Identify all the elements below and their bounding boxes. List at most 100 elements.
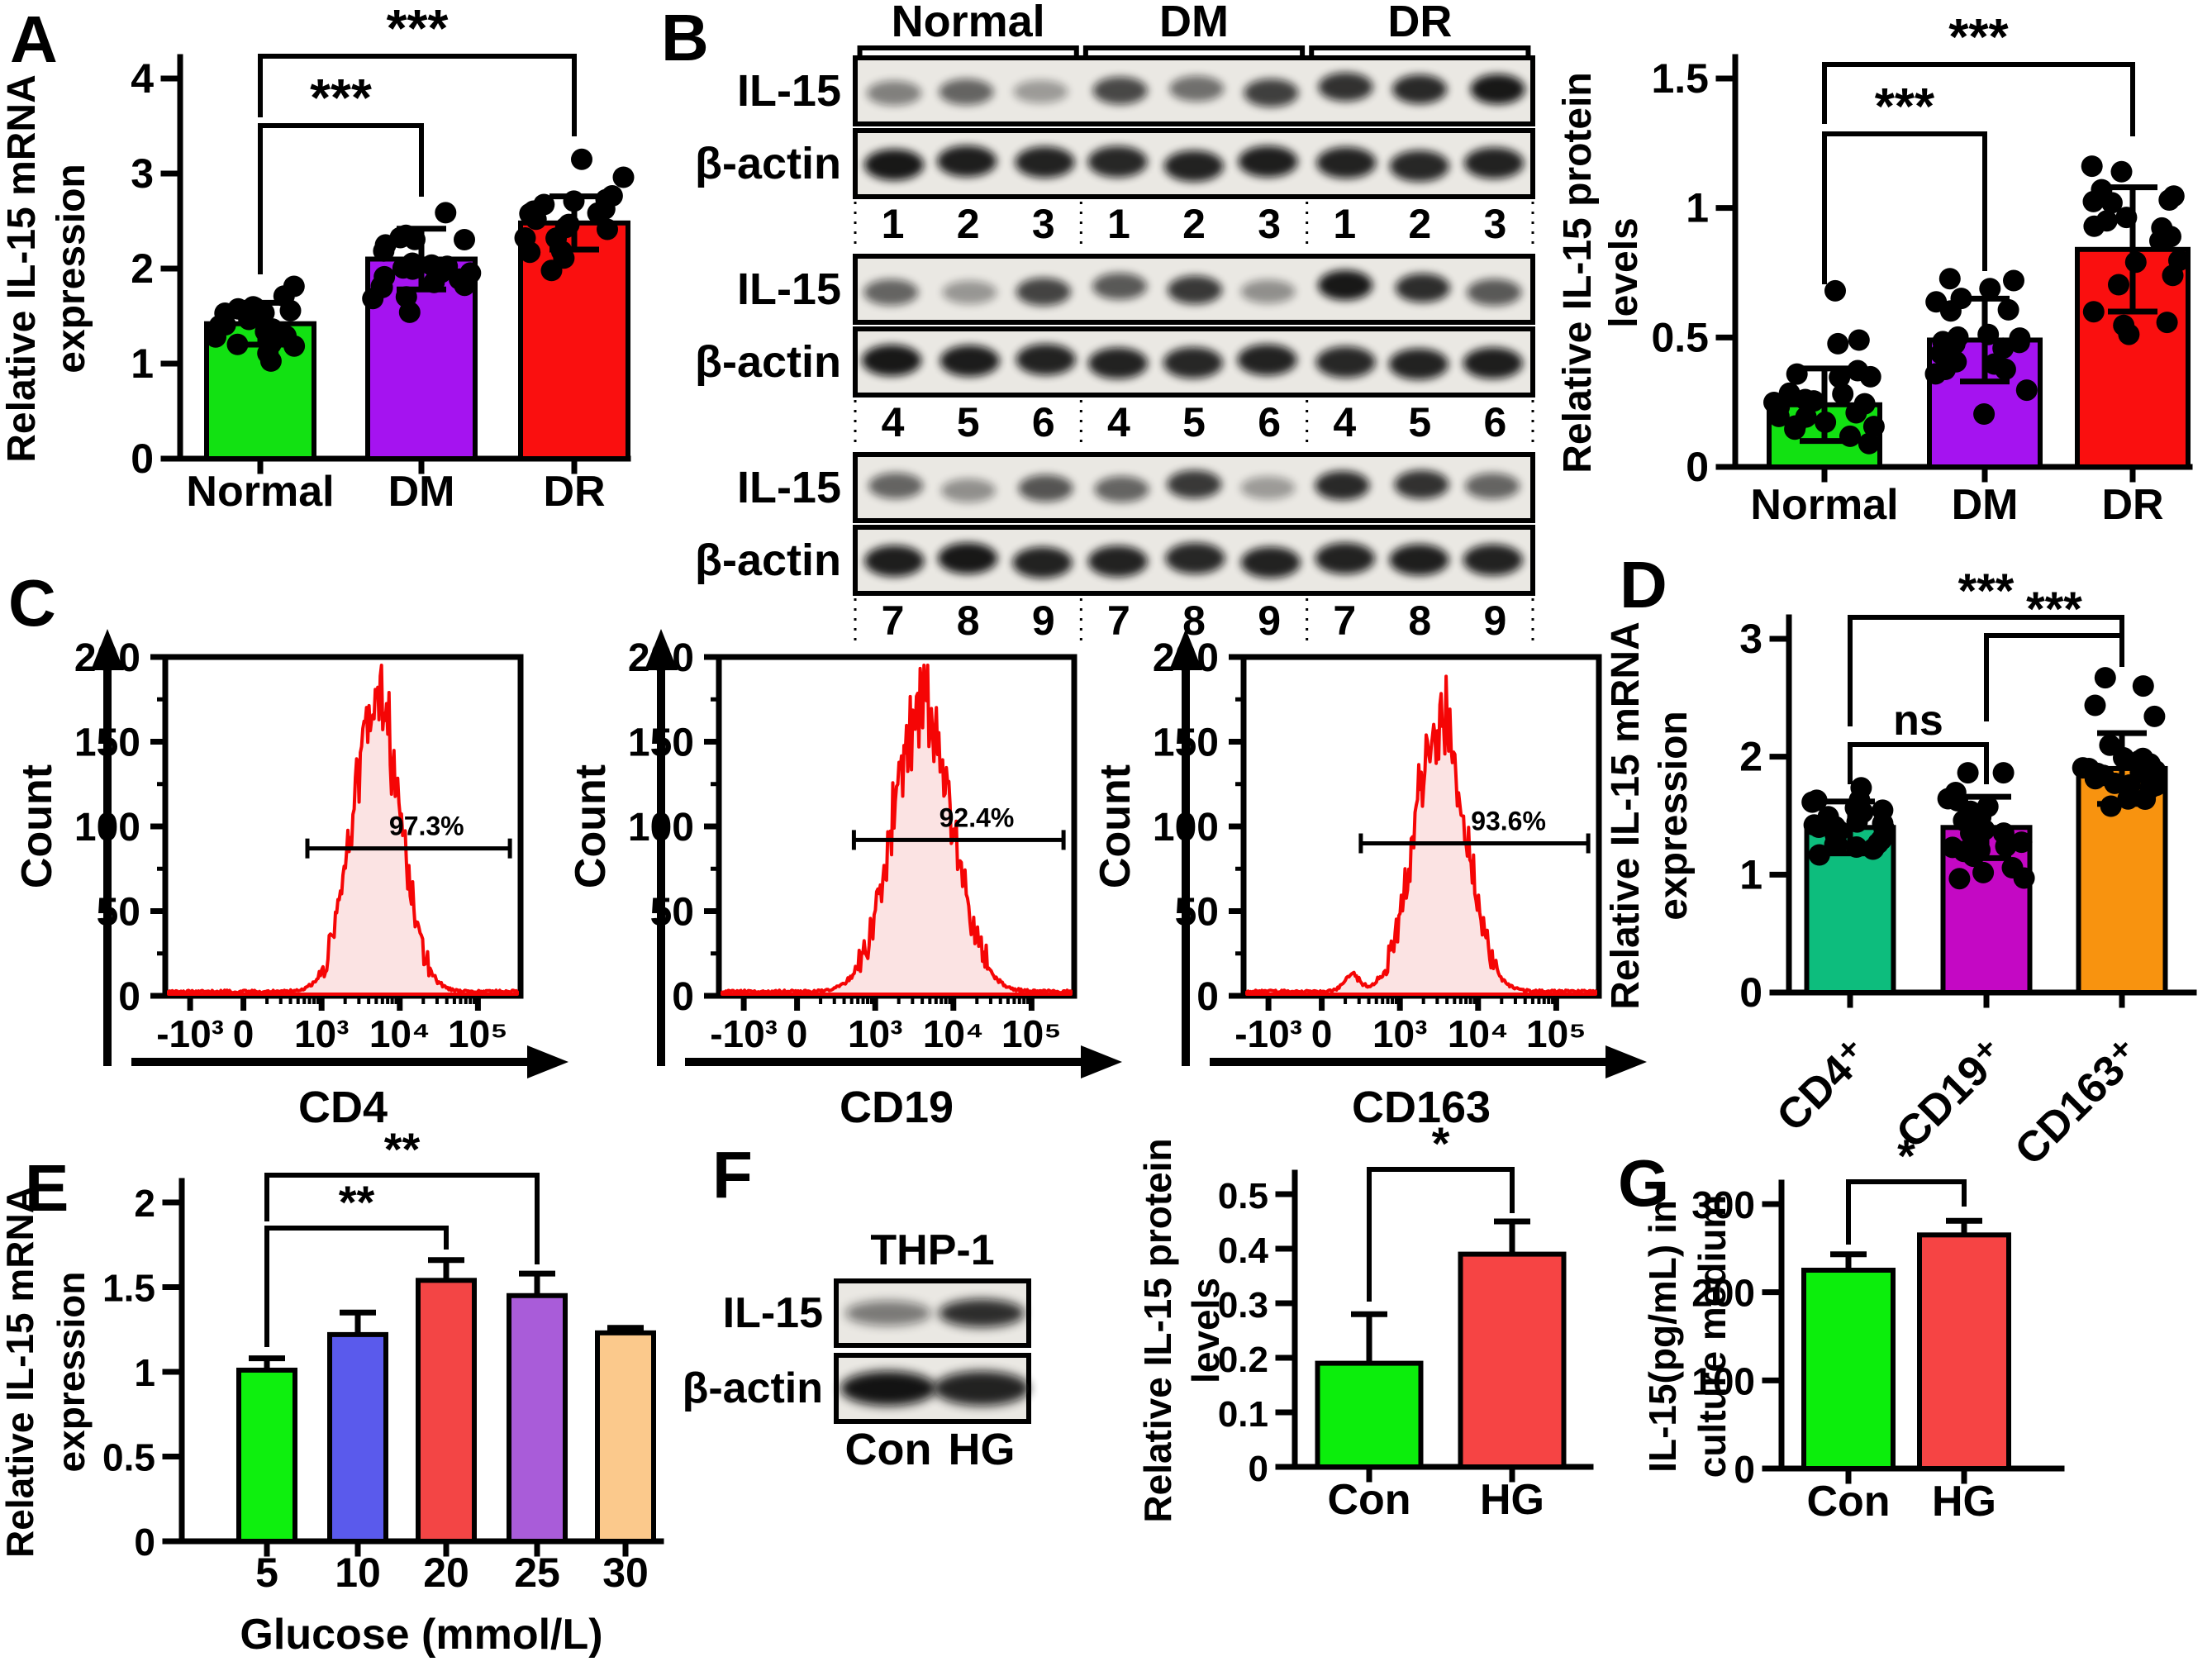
y-axis-label: Relative IL-15 protein levels: [1136, 1138, 1227, 1522]
svg-text:expression: expression: [50, 1272, 93, 1473]
panel-b-protein-bar-chart: 0 0.5 1 1.5 Normal DM DR ****** Relative IL-15 p…: [1556, 9, 2193, 529]
panel-label-f: F: [712, 1138, 753, 1212]
svg-text:0.5: 0.5: [1218, 1176, 1268, 1216]
panel-f-protein-bar-chart: 0 0.1 0.2 0.3 0.4 0.5 Con HG * Relative IL-15 pro…: [1136, 1117, 1594, 1524]
svg-text:0: 0: [131, 436, 154, 482]
gate-marker: [1358, 833, 1591, 854]
svg-text:HG: HG: [1480, 1476, 1544, 1524]
arrow-axes: [1169, 629, 1647, 1078]
gate-marker: [851, 830, 1066, 850]
svg-text:10⁴: 10⁴: [923, 1012, 984, 1055]
svg-text:0: 0: [1311, 1012, 1333, 1055]
y-tick-labels: 0 1 2 3 4: [131, 55, 154, 482]
svg-text:10⁵: 10⁵: [448, 1012, 508, 1055]
svg-text:5: 5: [255, 1550, 278, 1596]
bar-10: [327, 1331, 388, 1544]
bar-HG: [1917, 1232, 2011, 1471]
lane-number: 5: [1182, 399, 1206, 445]
bar-Con: [1315, 1360, 1424, 1470]
svg-text:30: 30: [602, 1550, 649, 1596]
svg-text:-10³: -10³: [1234, 1012, 1302, 1055]
svg-text:50: 50: [650, 891, 694, 935]
significance-brackets: *** *** ns: [1848, 564, 2124, 784]
svg-text:10³: 10³: [1372, 1012, 1427, 1055]
lane-number: 1: [882, 201, 905, 247]
y-tick-labels: 0 0.1 0.2 0.3 0.4 0.5: [1218, 1176, 1269, 1489]
svg-text:-10³: -10³: [156, 1012, 224, 1055]
blot-block-1: IL-15 β-actin 1 2 3 1 2 3 1 2 3: [695, 55, 1535, 248]
svg-text:-10³: -10³: [710, 1012, 778, 1055]
svg-text:10⁵: 10⁵: [1526, 1012, 1586, 1055]
svg-text:20: 20: [423, 1550, 469, 1596]
y-tick-labels: 0 0.5 1 1.5 2: [102, 1182, 155, 1564]
y-tick-labels: 0 100 200 300: [1691, 1183, 1755, 1491]
svg-text:10³: 10³: [294, 1012, 349, 1055]
svg-text:1.5: 1.5: [102, 1267, 155, 1310]
category-labels: Con HG: [1806, 1478, 1996, 1526]
bars: [1315, 1251, 1567, 1470]
svg-text:0: 0: [118, 975, 140, 1019]
significance-brackets: *: [1367, 1117, 1515, 1302]
panel-label-g: G: [1618, 1146, 1670, 1220]
histogram-curve: [167, 664, 519, 996]
svg-text:0.4: 0.4: [1218, 1231, 1269, 1271]
panel-e-glucose-bar-chart: 00.511.525 10 20 25 30****Relative IL-15 mRN…: [0, 1123, 664, 1659]
y-axis-label: IL-15(pg/mL) in culture medium: [1641, 1195, 1734, 1478]
svg-text:0: 0: [233, 1012, 254, 1055]
svg-text:Con: Con: [1806, 1478, 1890, 1526]
category-labels: Con HG: [1327, 1476, 1544, 1524]
histogram-curve: [721, 664, 1073, 996]
row-label-bactin: β-actin: [683, 1364, 823, 1412]
lane-number: 9: [1258, 597, 1281, 644]
significance-brackets: ****: [264, 1123, 540, 1347]
svg-text:expression: expression: [50, 164, 93, 373]
axes: [704, 654, 1035, 1011]
panel-label-a: A: [10, 2, 58, 76]
svg-text:DR: DR: [543, 468, 605, 516]
error-bars: [1351, 1218, 1530, 1364]
row-label-il15: IL-15: [723, 1289, 823, 1337]
marker-axis-label: CD19: [840, 1083, 954, 1132]
lane-number: 2: [957, 201, 980, 247]
sig-label: ***: [2026, 583, 2082, 636]
svg-text:2: 2: [134, 1182, 155, 1225]
axes: [150, 654, 481, 1011]
scatter-dots: [1801, 667, 2167, 890]
svg-text:10: 10: [335, 1550, 381, 1596]
svg-text:0.3: 0.3: [1218, 1285, 1268, 1326]
sig-label: *: [1432, 1117, 1450, 1169]
bar-5: [236, 1367, 297, 1545]
count-axis-label: Count: [567, 764, 615, 888]
arrow-axes: [645, 629, 1122, 1078]
x-tick-labels: -10³ 0 10³ 10⁴ 10⁵: [710, 1012, 1062, 1055]
panel-c-cd163-histogram: 050100150200-10³010³10⁴10⁵93.6%CountCD16…: [1092, 629, 1647, 1132]
group-headers: Normal DM DR: [857, 0, 1531, 63]
svg-text:Con: Con: [1327, 1476, 1410, 1524]
lane-number: 4: [882, 399, 905, 445]
lane-number: 4: [1107, 399, 1130, 445]
svg-text:1: 1: [134, 1351, 155, 1394]
blot-title: THP-1: [870, 1226, 994, 1274]
svg-text:0: 0: [1249, 1449, 1268, 1489]
category-labels: Normal DM DR: [1750, 481, 2163, 529]
lane-number: 2: [1182, 201, 1206, 247]
svg-text:0: 0: [1739, 969, 1762, 1016]
svg-text:10⁴: 10⁴: [369, 1012, 431, 1055]
svg-text:culture medium: culture medium: [1691, 1195, 1734, 1478]
marker-axis-label: CD4: [298, 1083, 388, 1132]
panel-a-mrna-bar-chart: 0 1 2 3 4 Normal DM DR *** *** Relative IL-15 mRNA…: [0, 0, 635, 516]
svg-text:10⁵: 10⁵: [1001, 1012, 1062, 1055]
svg-text:1: 1: [1739, 851, 1762, 897]
svg-text:2: 2: [131, 245, 154, 292]
svg-text:50: 50: [1175, 891, 1219, 935]
svg-text:4: 4: [131, 55, 154, 102]
svg-text:0: 0: [134, 1521, 155, 1564]
bar-DR: [518, 220, 630, 461]
lane-number: 7: [882, 597, 905, 644]
marker-axis-label: CD163: [1352, 1083, 1491, 1132]
bar-20: [416, 1278, 477, 1545]
count-axis-label: Count: [1092, 764, 1139, 888]
